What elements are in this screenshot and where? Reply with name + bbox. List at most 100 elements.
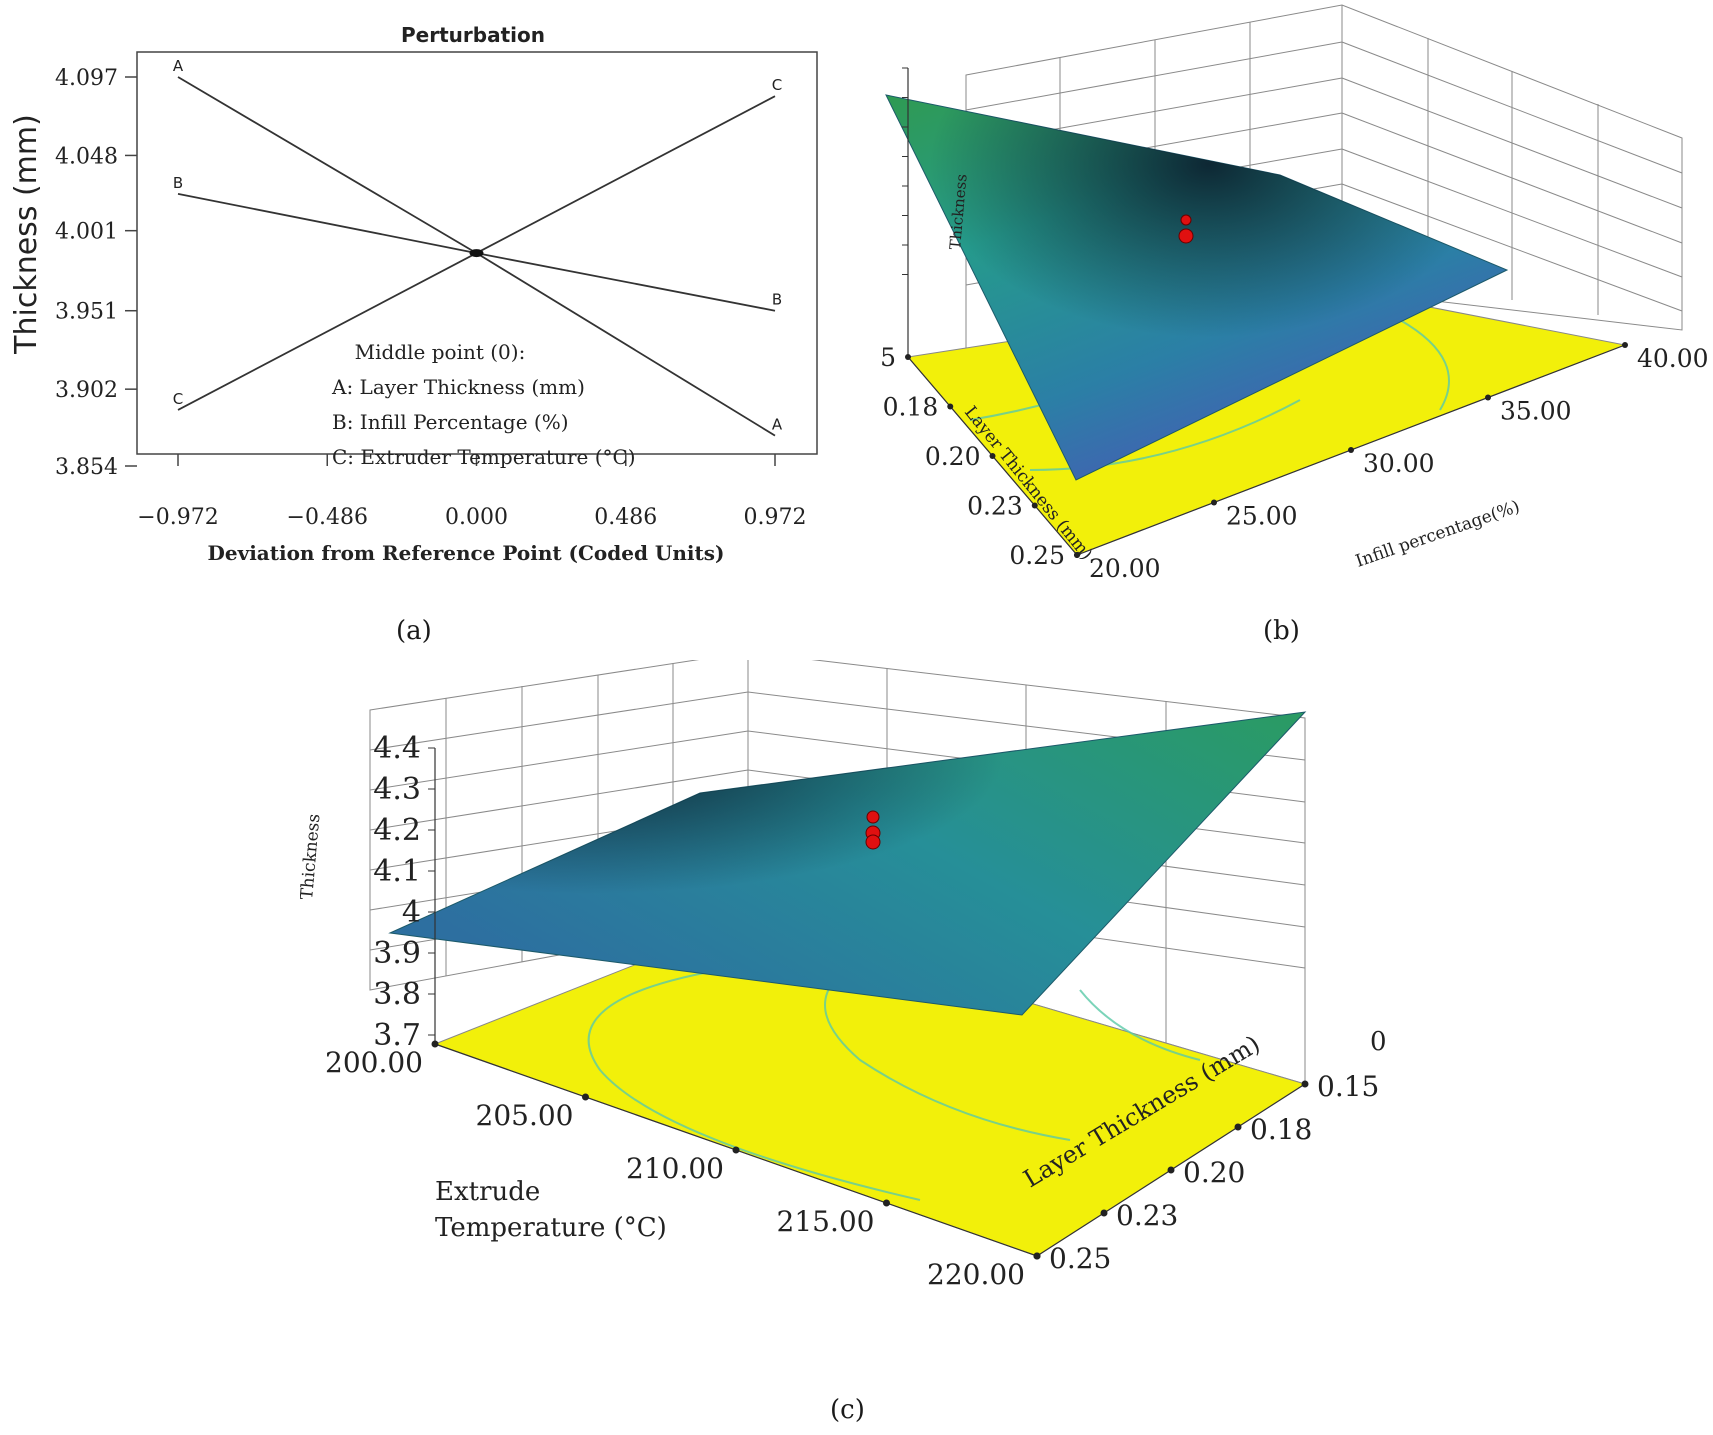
- temperature-tick-label: 200.00: [325, 1046, 423, 1079]
- infill-tick-label: 40.00: [1637, 344, 1709, 373]
- layer-ticks: 0.15 0.18 0.20 0.23 0.25: [880, 343, 1080, 570]
- layer-tick-label: 0.25: [1009, 541, 1065, 570]
- infill-tick-mark: [1211, 499, 1217, 506]
- legend-item-a: A: Layer Thickness (mm): [331, 375, 585, 399]
- series-label-a: A: [173, 57, 184, 75]
- contour-line: [587, 969, 921, 1201]
- temperature-tick-label: 210.00: [626, 1152, 724, 1185]
- y-ticks: 4.097 4.048 4.001 3.951 3.902 3.854: [55, 66, 137, 480]
- chart-title: Perturbation: [401, 23, 545, 47]
- layer-tick-mark: [1167, 1166, 1175, 1174]
- surface-plot-temperature-layer: 4.4 4.3 4.2 4.1 4 3.9 3.8 3.7 200.00 205.00 210.0…: [300, 660, 1400, 1360]
- legend: Middle point (0): A: Layer Thickness (mm…: [331, 340, 636, 469]
- z-tick-label: 4.3: [373, 772, 421, 807]
- layer-tick-label: 0.15: [1317, 1070, 1379, 1103]
- caption-b: (b): [1263, 616, 1300, 646]
- z-tick-label: 3.8: [373, 977, 421, 1012]
- layer-tick-label: 0.18: [883, 393, 939, 422]
- x-tick-label: 0.000: [445, 505, 508, 530]
- x-axis-label: Deviation from Reference Point (Coded Un…: [208, 541, 725, 565]
- x-tick-label: 0.972: [744, 505, 807, 530]
- y-axis-label: Thickness (mm): [9, 114, 44, 355]
- layer-tick-label: 0.23: [1116, 1199, 1178, 1232]
- infill-tick-label: 20.00: [1089, 554, 1161, 583]
- perturbation-chart: Perturbation Thickness (mm) Deviation fr…: [0, 0, 830, 600]
- layer-tick-mark: [1234, 1123, 1242, 1131]
- z-axis-label: Thickness: [300, 813, 324, 900]
- temperature-tick-label: 220.00: [927, 1258, 1025, 1291]
- layer-tick-mark: [1301, 1080, 1309, 1088]
- infill-tick-label: 35.00: [1500, 397, 1572, 426]
- legend-item-b: B: Infill Percentage (%): [332, 410, 569, 434]
- layer-ticks: 0.150.180.200.230.25: [1033, 1070, 1379, 1275]
- layer-tick-mark: [905, 354, 911, 360]
- infill-ticks: 20.00 25.00 30.00 35.00 40.00: [1074, 342, 1709, 583]
- temperature-tick-label: 205.00: [476, 1099, 574, 1132]
- series-label-a: A: [772, 416, 783, 434]
- z-tick-label: 4.4: [373, 731, 421, 766]
- series-label-c: C: [772, 76, 782, 94]
- x-ticks: −0.972 −0.486 0.000 0.486 0.972: [137, 454, 806, 530]
- legend-title: Middle point (0):: [355, 340, 526, 364]
- perturbation-svg: Perturbation Thickness (mm) Deviation fr…: [9, 23, 818, 565]
- infill-axis-label: Infill percentage(%): [1353, 497, 1522, 572]
- layer-tick-mark: [947, 403, 954, 410]
- series-label-b: B: [772, 291, 782, 309]
- infill-tick-mark: [1348, 447, 1354, 453]
- infill-tick-mark: [1074, 552, 1080, 558]
- surface-c-svg: 4.4 4.3 4.2 4.1 4 3.9 3.8 3.7 200.00 205.00 210.0…: [300, 660, 1387, 1291]
- layer-tick-label: 0.18: [1250, 1113, 1312, 1146]
- surface-shading: [390, 712, 1305, 1015]
- surface-shading: [886, 95, 1507, 480]
- design-point-marker: [865, 810, 881, 850]
- temperature-axis-label: Extrude Temperature (°C): [435, 1177, 667, 1243]
- layer-tick-label: 0.20: [1183, 1156, 1245, 1189]
- center-point: [469, 249, 484, 258]
- infill-tick-label: 25.00: [1226, 502, 1298, 531]
- z-ticks: 4.4 4.3 4.2 4.1 4 3.9 3.8 3.7: [373, 731, 435, 1053]
- contour-line: [1079, 989, 1201, 1061]
- temperature-tick-label: 215.00: [777, 1205, 875, 1238]
- layer-tick-mark: [989, 453, 996, 459]
- z-ticks: 4.44.34.24.143.93.83.7: [902, 67, 908, 275]
- series-label-b: B: [173, 174, 183, 192]
- x-tick-label: 0.486: [594, 505, 657, 530]
- z-tick-label: 4.2: [373, 813, 421, 848]
- layer-tick-label: 0.23: [967, 492, 1023, 521]
- surface-plot-infill-layer: 4.44.34.24.143.93.83.7 0.150.180.200.230…: [880, 0, 1713, 600]
- caption-c: (c): [830, 1395, 865, 1425]
- y-tick-label: 3.902: [55, 378, 118, 403]
- temperature-tick-mark: [582, 1093, 589, 1101]
- layer-tick-label: 0.20: [925, 442, 981, 471]
- y-tick-label: 3.951: [55, 300, 118, 325]
- design-point-marker: [1178, 214, 1194, 244]
- surface-b-svg: 4.44.34.24.143.93.83.7 0.150.180.200.230…: [880, 4, 1709, 583]
- y-tick-label: 4.048: [55, 144, 118, 169]
- infill-tick-mark: [1622, 342, 1628, 348]
- temperature-tick-mark: [732, 1146, 740, 1154]
- temperature-ticks: 200.00 205.00 210.00 215.00 220.00: [325, 1040, 1041, 1291]
- x-tick-label: −0.486: [287, 505, 368, 530]
- infill-tick-label: 30.00: [1363, 449, 1435, 478]
- series-lines: A A B B C C: [173, 57, 783, 437]
- z-tick-label: 3.9: [373, 936, 421, 971]
- y-tick-label: 3.854: [55, 455, 118, 480]
- contour-line: [1029, 399, 1301, 471]
- z-tick-label: 4: [402, 895, 421, 930]
- infill-tick-mark: [1485, 394, 1491, 401]
- layer-tick-label: 0.15: [880, 343, 896, 372]
- extra-tick-label: 0: [1370, 1027, 1387, 1057]
- z-tick-label: 3.7: [373, 1018, 421, 1053]
- contour-line: [1399, 319, 1450, 411]
- z-tick-label: 4.1: [373, 854, 421, 889]
- series-label-c: C: [173, 390, 183, 408]
- x-tick-label: −0.972: [137, 505, 218, 530]
- caption-a: (a): [396, 616, 432, 646]
- temperature-tick-mark: [431, 1040, 439, 1048]
- y-tick-label: 4.001: [55, 220, 118, 245]
- temperature-tick-mark: [883, 1199, 890, 1207]
- layer-tick-mark: [1100, 1209, 1108, 1217]
- layer-tick-mark: [1031, 502, 1038, 509]
- legend-item-c: C: Extruder Temperature (°C): [332, 445, 636, 469]
- layer-tick-mark: [1033, 1252, 1041, 1260]
